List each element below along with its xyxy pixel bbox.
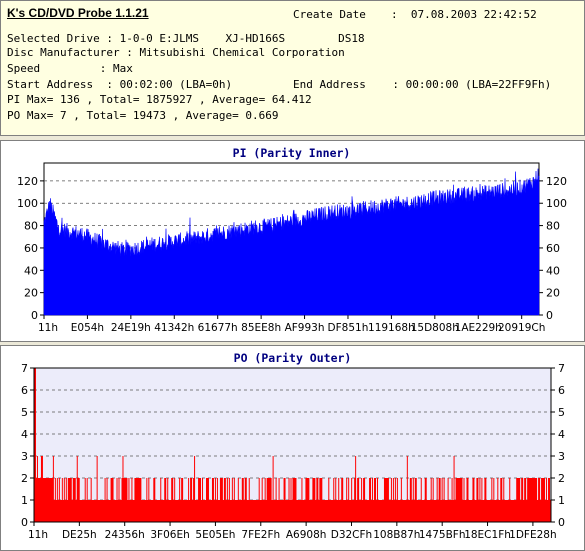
po-series [34,368,551,522]
x-tick-label: DF851h [328,322,369,334]
po-summary: PO Max= 7 , Total= 19473 , Average= 0.66… [7,109,279,122]
y-tick-label-right: 80 [546,220,560,233]
y-tick-label-right: 4 [558,428,565,441]
speed: Speed : Max [7,62,133,75]
x-tick-label: 11h [38,322,58,334]
x-tick-label: E054h [71,322,104,334]
y-tick-label: 2 [21,472,28,485]
x-tick-label: 1DFE28h [509,529,556,541]
x-tick-label: 1AE229h [455,322,502,334]
y-tick-label-right: 0 [558,516,565,529]
y-tick-label: 4 [21,428,28,441]
y-tick-label-right: 6 [558,384,565,397]
y-tick-label-right: 5 [558,406,565,419]
chart-title: PO (Parity Outer) [234,351,352,365]
disc-manufacturer: Disc Manufacturer : Mitsubishi Chemical … [7,46,345,59]
y-tick-label: 7 [21,362,28,375]
x-tick-label: DE25h [62,529,97,541]
y-tick-label-right: 3 [558,450,565,463]
x-tick-label: 3F06Eh [150,529,189,541]
pi-summary: PI Max= 136 , Total= 1875927 , Average= … [7,93,312,106]
y-tick-label: 120 [17,175,38,188]
create-date-value: : 07.08.2003 22:42:52 [391,8,537,21]
y-tick-label: 20 [24,287,38,300]
x-tick-label: 61677h [198,322,238,334]
x-tick-label: 41342h [154,322,194,334]
pi-chart-panel: PI (Parity Inner) 0 0 20 20 40 40 60 60 80 80 100 10… [0,140,585,342]
y-tick-label-right: 120 [546,175,567,188]
y-tick-label-right: 0 [546,309,553,322]
x-tick-label: 108B87h [373,529,420,541]
y-tick-label: 80 [24,220,38,233]
y-tick-label-right: 20 [546,287,560,300]
start-address: Start Address : 00:02:00 (LBA=0h) [7,78,233,91]
pi-series-area [43,168,540,316]
y-tick-label-right: 2 [558,472,565,485]
x-tick-label: 24E19h [111,322,151,334]
po-series-bars [34,368,551,522]
app-title: K's CD/DVD Probe 1.1.21 [7,6,149,20]
x-tick-label: D32CFh [331,529,372,541]
po-chart: PO (Parity Outer) 0 0 1 1 2 2 3 3 4 4 5 5 6 6 7 7 11h DE25… [21,351,565,541]
x-tick-label: 119168h [368,322,415,334]
y-tick-label: 60 [24,242,38,255]
x-tick-label: A6908h [286,529,327,541]
po-chart-panel: PO (Parity Outer) 0 0 1 1 2 2 3 3 4 4 5 5 6 6 7 7 11h DE25… [0,345,585,551]
x-tick-label: AF993h [285,322,325,334]
selected-drive: Selected Drive : 1-0-0 E:JLMS XJ-HD166S … [7,32,365,45]
y-tick-label-right: 1 [558,494,565,507]
y-tick-label-right: 40 [546,264,560,277]
y-tick-label: 1 [21,494,28,507]
x-tick-label: 1475BFh [419,529,466,541]
create-date-label: Create Date [293,8,366,21]
y-tick-label-right: 7 [558,362,565,375]
x-tick-label: 5E05Eh [195,529,235,541]
y-tick-label: 100 [17,197,38,210]
plot-frame [33,367,552,523]
y-tick-label: 40 [24,264,38,277]
y-tick-label-right: 100 [546,197,567,210]
x-tick-label: 15D808h [411,322,459,334]
x-tick-label: 24356h [105,529,145,541]
pi-chart: PI (Parity Inner) 0 0 20 20 40 40 60 60 80 80 100 10… [17,146,567,334]
chart-title: PI (Parity Inner) [233,146,351,160]
y-tick-label: 3 [21,450,28,463]
x-tick-label: 7FE2Fh [241,529,280,541]
y-tick-label: 0 [21,516,28,529]
x-tick-label: 85EE8h [241,322,281,334]
x-tick-label: 11h [28,529,48,541]
x-tick-label: 20919Ch [498,322,545,334]
end-address: End Address : 00:00:00 (LBA=22FF9Fh) [293,78,552,91]
info-panel: K's CD/DVD Probe 1.1.21 Create Date : 07… [0,0,585,136]
x-tick-label: 18EC1Fh [464,529,511,541]
y-tick-label: 5 [21,406,28,419]
y-tick-label-right: 60 [546,242,560,255]
y-tick-label: 6 [21,384,28,397]
y-tick-label: 0 [31,309,38,322]
